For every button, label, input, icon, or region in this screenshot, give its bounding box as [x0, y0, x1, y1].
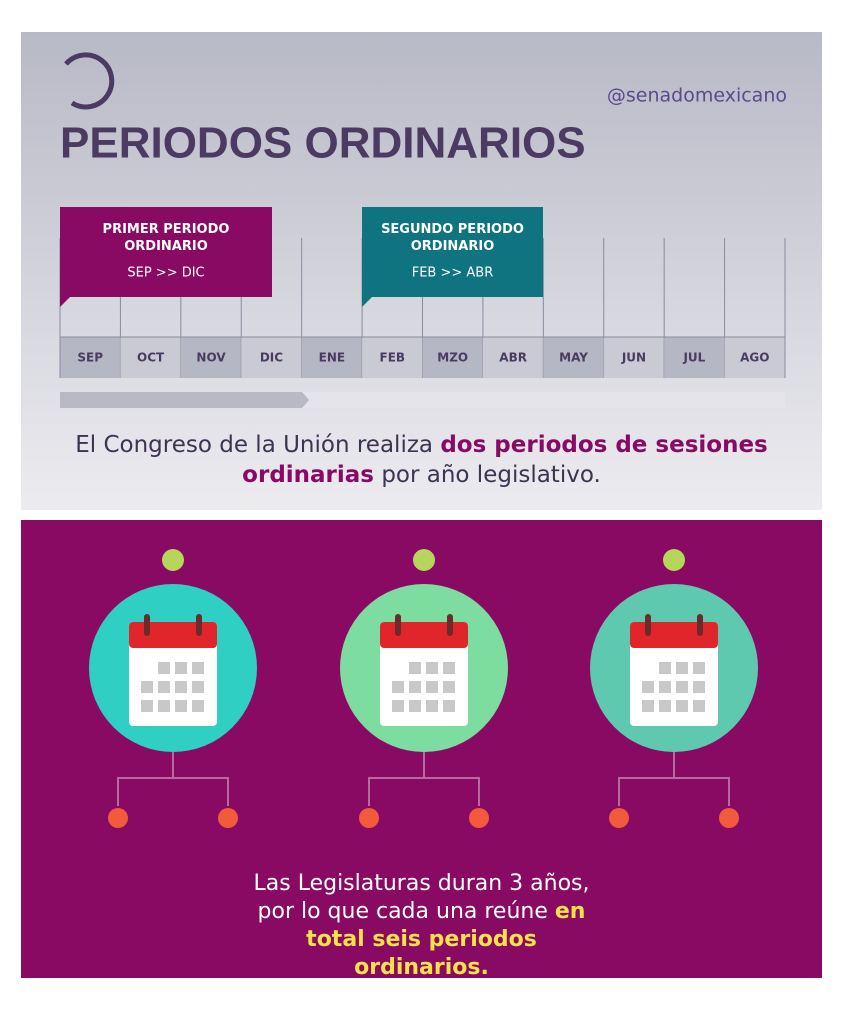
calendar-day — [392, 681, 404, 693]
calendar-ring — [447, 614, 453, 636]
month-label: AGO — [740, 351, 769, 365]
calendar-header — [630, 622, 718, 648]
calendar-day — [693, 662, 705, 674]
green-dot — [162, 549, 184, 571]
calendar-day — [676, 681, 688, 693]
green-dot — [663, 549, 685, 571]
calendar-day — [659, 681, 671, 693]
calendar-header — [380, 622, 468, 648]
calendar-day — [693, 681, 705, 693]
month-label: JUN — [621, 351, 646, 365]
month-label: FEB — [380, 351, 406, 365]
period-box — [362, 207, 543, 307]
calendar-day — [443, 700, 455, 712]
highlight: dos periodos de sesiones ordinarias — [242, 432, 768, 488]
calendar-day — [676, 662, 688, 674]
connector — [117, 752, 229, 806]
calendar-day — [426, 700, 438, 712]
month-cell — [362, 337, 423, 378]
month-label: MZO — [437, 351, 468, 365]
paragraph-1: El Congreso de la Unión realiza dos peri… — [21, 430, 822, 490]
calendar-ring — [144, 614, 150, 636]
month-label: MAY — [559, 351, 588, 365]
calendar-day — [443, 681, 455, 693]
orange-dot — [469, 808, 489, 828]
calendar-day — [676, 700, 688, 712]
calendar-header — [129, 622, 217, 648]
calendar-day — [158, 662, 170, 674]
calendar-day — [175, 700, 187, 712]
calendar-day — [158, 681, 170, 693]
period-range: FEB >> ABR — [412, 266, 494, 281]
month-cell — [422, 337, 483, 378]
period-box — [60, 207, 272, 307]
calendar-day — [409, 681, 421, 693]
calendar-day — [693, 700, 705, 712]
month-cell — [482, 337, 544, 378]
month-label: ABR — [499, 351, 527, 365]
calendar-day — [141, 700, 153, 712]
calendar-day — [392, 700, 404, 712]
logo — [64, 52, 115, 110]
month-label: OCT — [137, 351, 165, 365]
orange-dot — [609, 808, 629, 828]
period-title: SEGUNDO PERIODO ORDINARIO — [381, 222, 524, 254]
calendar-day — [642, 700, 654, 712]
month-cell — [60, 337, 121, 378]
period-title: PRIMER PERIODO ORDINARIO — [103, 222, 230, 254]
progress-bar — [60, 392, 309, 408]
month-label: DIC — [260, 351, 283, 365]
month-cell — [724, 337, 785, 378]
calendar-day — [192, 662, 204, 674]
text: Las Legislaturas duran 3 años, por lo qu… — [253, 871, 590, 924]
orange-dot — [218, 808, 238, 828]
calendar-ring — [395, 614, 401, 636]
timeline: SEP OCT NOV DIC ENE FEB MZO ABR MAY JUN JUL AGO PRIM… — [59, 207, 786, 408]
text: El Congreso de la Unión realiza — [75, 432, 434, 458]
title: PERIODOS ORDINARIOS — [60, 119, 586, 168]
calendar-day — [659, 662, 671, 674]
month-cell — [603, 337, 665, 378]
month-cell — [664, 337, 725, 378]
calendar-day — [659, 700, 671, 712]
highlight: en total seis periodos ordinarios. — [306, 899, 586, 980]
text: por año legislativo. — [381, 462, 601, 488]
calendar-day — [175, 662, 187, 674]
orange-dot — [108, 808, 128, 828]
connector — [368, 752, 480, 806]
month-cell — [180, 337, 242, 378]
calendar-day — [426, 662, 438, 674]
calendar-day — [175, 681, 187, 693]
calendar-day — [192, 700, 204, 712]
month-label: JUL — [682, 351, 705, 365]
month-cell — [301, 337, 363, 378]
calendar-day — [642, 681, 654, 693]
green-dot — [413, 549, 435, 571]
calendar-ring — [196, 614, 202, 636]
orange-dot — [359, 808, 379, 828]
calendar-ring — [697, 614, 703, 636]
calendar-day — [409, 662, 421, 674]
month-label: NOV — [196, 351, 226, 365]
calendar-ring — [645, 614, 651, 636]
connector — [618, 752, 730, 806]
calendar-day — [443, 662, 455, 674]
calendar-day — [409, 700, 421, 712]
paragraph-2: Las Legislaturas duran 3 años, por lo qu… — [21, 870, 822, 982]
orange-dot — [719, 808, 739, 828]
month-cell — [241, 337, 302, 378]
month-label: SEP — [77, 351, 103, 365]
icons — [89, 549, 758, 828]
handle: @senadomexicano — [607, 85, 787, 107]
calendar-day — [426, 681, 438, 693]
month-cell — [543, 337, 604, 378]
period-range: SEP >> DIC — [127, 266, 204, 281]
calendar-day — [141, 681, 153, 693]
month-label: ENE — [319, 351, 345, 365]
calendar-day — [192, 681, 204, 693]
month-cell — [120, 337, 181, 378]
calendar-day — [158, 700, 170, 712]
